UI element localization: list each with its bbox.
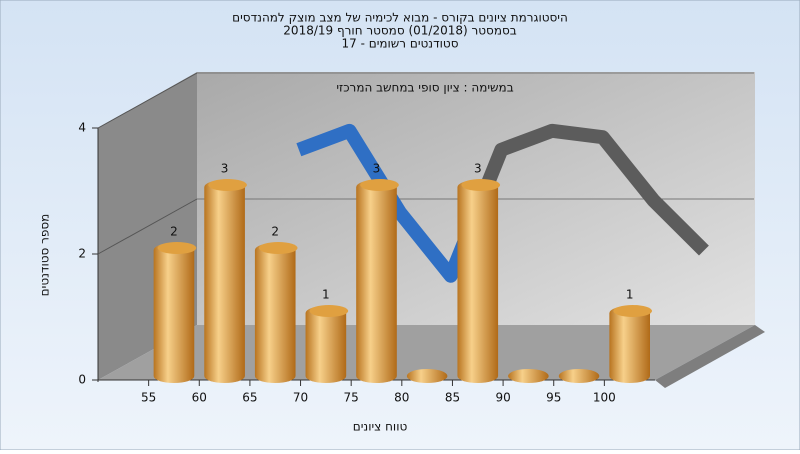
bar (508, 369, 549, 383)
x-tick-label: 75 (344, 391, 359, 405)
bar-top (157, 242, 197, 254)
chart-subtitle: בסמסטר (01/2018) סמסטר חורף 2018/19 (283, 24, 516, 38)
floor-edge (655, 325, 765, 388)
bar-top (360, 179, 399, 191)
x-tick-label: 55 (141, 391, 156, 405)
data-label: 3 (221, 162, 229, 176)
line-ribbon (296, 123, 709, 283)
bar (204, 180, 245, 383)
x-tick-label: 85 (445, 391, 460, 405)
x-tick-label: 100 (593, 391, 616, 405)
data-label: 2 (170, 225, 178, 239)
data-label: 3 (373, 162, 381, 176)
bar (356, 180, 397, 383)
bar (457, 180, 499, 383)
bar-top (461, 179, 501, 191)
y-tick-label: 0 (78, 373, 86, 387)
bar (558, 369, 600, 383)
x-tick-label: 90 (495, 391, 510, 405)
x-tick-label: 60 (192, 391, 207, 405)
grid-line (97, 198, 198, 255)
y-tick-label: 4 (78, 121, 86, 135)
x-tick-label: 80 (394, 391, 409, 405)
y-tick-label: 2 (78, 247, 86, 261)
bar (254, 243, 296, 383)
bar (153, 243, 195, 383)
bar (406, 369, 448, 383)
chart-subtitle: סטודנטים רשומים - 17 (341, 37, 458, 51)
bar-top (309, 305, 349, 317)
data-label: 1 (626, 288, 634, 302)
x-tick-label: 70 (293, 391, 308, 405)
x-tick-label: 95 (546, 391, 561, 405)
x-tick-label: 65 (242, 391, 257, 405)
chart-title: היסטוגרמת ציונים בקורס - מבוא לכימיה של … (232, 11, 568, 25)
data-label: 1 (322, 288, 330, 302)
data-label: 2 (271, 225, 279, 239)
data-label: 3 (474, 162, 482, 176)
grid-line (97, 72, 198, 129)
x-axis-label: טווח ציונים (353, 420, 408, 434)
bar (609, 306, 650, 383)
bar-top (208, 179, 247, 191)
bar-top (613, 305, 652, 317)
bar (305, 306, 347, 383)
annotation: במשימה : ציון סופי במחשב המרכזי (336, 81, 513, 95)
y-axis-label: מספר סטודנטים (38, 214, 52, 297)
bar-top (258, 242, 298, 254)
